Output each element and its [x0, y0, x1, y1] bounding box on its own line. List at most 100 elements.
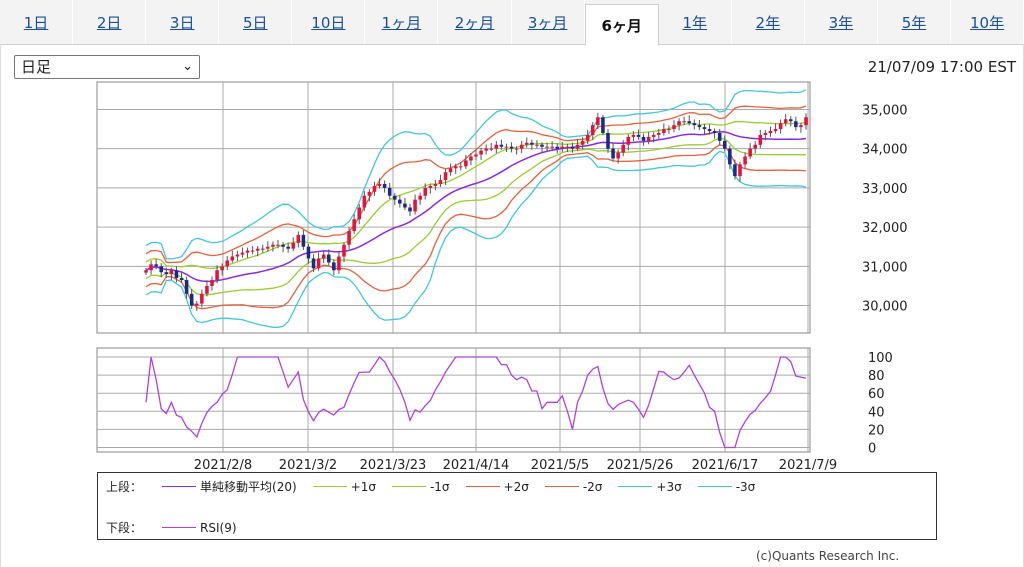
- band-minus2-line: [145, 144, 807, 310]
- candle-body: [403, 203, 407, 208]
- tab-10[interactable]: 2年: [732, 0, 805, 44]
- rsi-line: [145, 356, 807, 449]
- candle-body: [677, 121, 681, 126]
- candle-body: [728, 148, 732, 165]
- legend-swatch: [312, 486, 347, 487]
- legend-swatch: [465, 486, 500, 487]
- candle-body: [347, 231, 351, 245]
- candle-body: [530, 142, 534, 145]
- tab-6[interactable]: 2ヶ月: [438, 0, 512, 44]
- legend-text: 単純移動平均(20): [200, 480, 297, 494]
- candle-body: [550, 146, 554, 148]
- tab-2[interactable]: 3日: [146, 0, 220, 44]
- candle-body: [575, 144, 580, 149]
- legend-upper-item: +2σ: [462, 480, 529, 494]
- candle-body: [514, 148, 519, 150]
- candle-body: [479, 150, 483, 155]
- tab-12[interactable]: 5年: [878, 0, 952, 44]
- candle-body: [367, 191, 372, 196]
- legend-lower-label: 下段：: [106, 521, 143, 535]
- tab-9[interactable]: 1年: [659, 0, 732, 44]
- candle-body: [743, 156, 747, 165]
- legend-text: +3σ: [656, 479, 682, 494]
- candle-body: [250, 250, 255, 252]
- candle-body: [260, 248, 265, 250]
- legend-text: -3σ: [735, 479, 756, 494]
- legend-upper-row: 上段： 単純移動平均(20) +1σ -1σ +2σ -2σ +3σ -3σ: [106, 478, 767, 495]
- band-minus3-line: [145, 150, 807, 328]
- candle-body: [240, 252, 245, 255]
- candle-body: [205, 285, 209, 294]
- candle-body: [758, 134, 763, 145]
- candle-body: [215, 270, 219, 281]
- candle-body: [413, 199, 417, 212]
- candle-body: [783, 119, 788, 124]
- tab-1[interactable]: 2日: [73, 0, 147, 44]
- candle-body: [372, 185, 377, 192]
- legend-upper-item: 単純移動平均(20): [158, 478, 297, 495]
- candle-body: [266, 246, 270, 249]
- candle-body: [636, 134, 641, 137]
- candle-body: [408, 207, 412, 212]
- candle-body: [753, 144, 758, 149]
- tab-11[interactable]: 3年: [805, 0, 878, 44]
- candle-body: [606, 132, 610, 149]
- candle-body: [418, 195, 422, 200]
- legend-text: +1σ: [350, 479, 376, 494]
- candle-body: [281, 244, 285, 247]
- copyright: (c)Quants Research Inc.: [756, 549, 900, 563]
- interval-select[interactable]: 日足 ⌄: [14, 55, 200, 79]
- candle-body: [332, 262, 336, 271]
- candle-body: [154, 264, 158, 267]
- candle-body: [382, 183, 387, 188]
- candle-body: [189, 293, 194, 306]
- x-tick-label: 2021/5/26: [607, 458, 674, 473]
- candle-body: [585, 134, 590, 141]
- candle-body: [311, 258, 316, 269]
- legend-upper-item: -1σ: [388, 480, 450, 494]
- candle-body: [210, 280, 214, 286]
- candle-body: [773, 129, 778, 132]
- tab-3[interactable]: 5日: [219, 0, 293, 44]
- candle-body: [768, 131, 773, 133]
- candle-body: [509, 146, 514, 149]
- legend-lower-row: 下段： RSI(9): [106, 519, 249, 536]
- candle-body: [799, 125, 803, 128]
- tab-8[interactable]: 6ヶ月: [584, 4, 659, 46]
- period-tabs: 1日 2日 3日 5日 10日 1ヶ月 2ヶ月 3ヶ月 6ヶ月 1年 2年 3年 5年 10年: [0, 0, 1024, 46]
- tab-5[interactable]: 1ヶ月: [365, 0, 439, 44]
- price-tick-label: 34,000: [862, 143, 908, 158]
- candle-body: [499, 144, 504, 147]
- interval-select-value: 日足: [21, 58, 52, 76]
- candle-body: [352, 219, 356, 232]
- candle-body: [443, 172, 448, 181]
- legend-swatch: [618, 486, 653, 487]
- candle-body: [646, 136, 651, 141]
- tab-4[interactable]: 10日: [292, 0, 366, 44]
- candle-body: [194, 303, 199, 306]
- candle-body: [291, 242, 296, 249]
- rsi-plot-frame: [96, 347, 811, 453]
- candle-body: [672, 125, 676, 130]
- candle-body: [377, 183, 382, 186]
- candle-body: [271, 244, 275, 247]
- candle-body: [225, 260, 230, 267]
- legend-text: -1σ: [429, 479, 450, 494]
- candle-body: [590, 125, 595, 135]
- candle-body: [433, 183, 438, 186]
- band-plus3-line: [145, 89, 807, 260]
- candle-body: [301, 234, 306, 247]
- candle-body: [286, 246, 290, 249]
- candle-body: [545, 146, 549, 148]
- tab-7[interactable]: 3ヶ月: [512, 0, 585, 44]
- candle-body: [778, 123, 783, 130]
- candle-body: [560, 146, 565, 149]
- candle-body: [245, 250, 250, 253]
- candle-body: [733, 164, 737, 177]
- price-tick-label: 32,000: [862, 221, 908, 236]
- candle-body: [474, 154, 478, 157]
- tab-0[interactable]: 1日: [0, 0, 74, 44]
- candle-body: [687, 121, 692, 124]
- x-tick-label: 2021/5/5: [531, 458, 589, 473]
- rsi-tick-label: 100: [868, 351, 893, 366]
